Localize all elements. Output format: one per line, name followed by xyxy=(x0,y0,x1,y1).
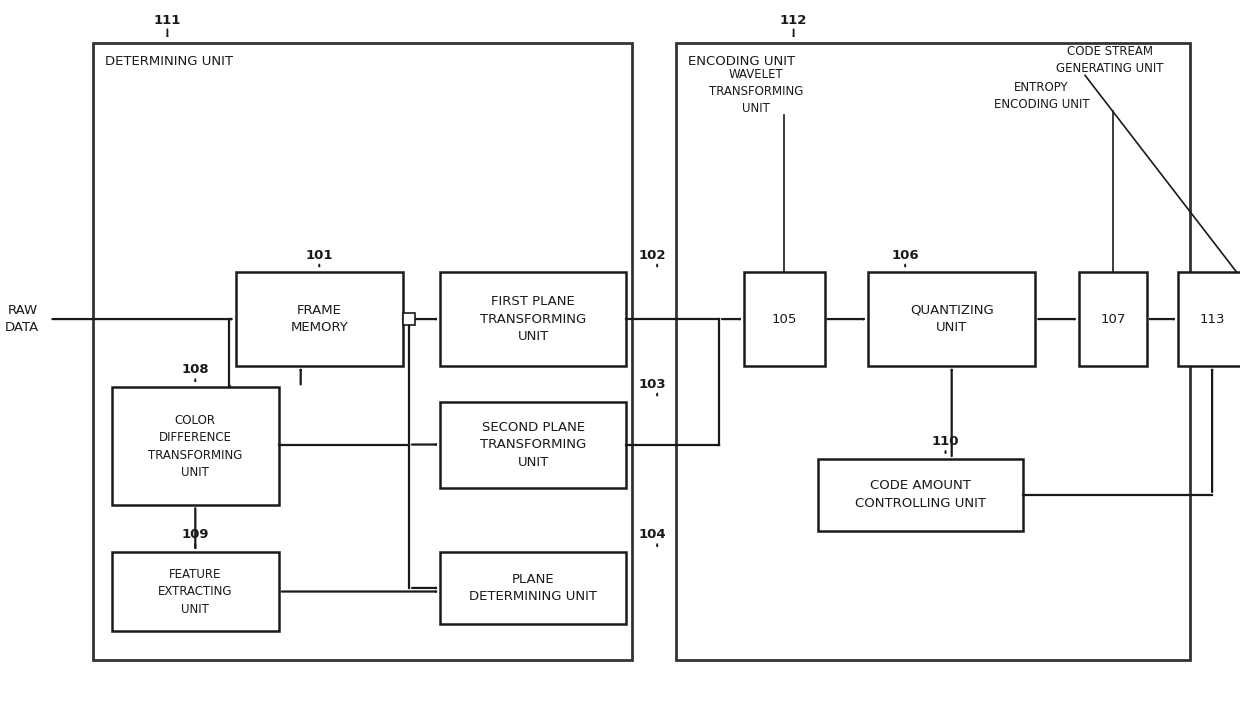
Text: 101: 101 xyxy=(305,249,334,262)
Text: 109: 109 xyxy=(181,528,210,541)
FancyBboxPatch shape xyxy=(1178,272,1240,366)
Text: QUANTIZING
UNIT: QUANTIZING UNIT xyxy=(910,304,993,334)
Text: FIRST PLANE
TRANSFORMING
UNIT: FIRST PLANE TRANSFORMING UNIT xyxy=(480,295,587,343)
FancyBboxPatch shape xyxy=(1079,272,1147,366)
Text: 107: 107 xyxy=(1100,313,1126,326)
FancyBboxPatch shape xyxy=(868,272,1035,366)
Text: CODE AMOUNT
CONTROLLING UNIT: CODE AMOUNT CONTROLLING UNIT xyxy=(856,480,986,510)
Text: SECOND PLANE
TRANSFORMING
UNIT: SECOND PLANE TRANSFORMING UNIT xyxy=(480,421,587,468)
FancyBboxPatch shape xyxy=(93,43,632,660)
Text: 108: 108 xyxy=(181,364,210,376)
Text: 105: 105 xyxy=(771,313,797,326)
Text: RAW
DATA: RAW DATA xyxy=(5,304,40,334)
Text: 112: 112 xyxy=(780,14,807,27)
Text: 113: 113 xyxy=(1199,313,1225,326)
Text: COLOR
DIFFERENCE
TRANSFORMING
UNIT: COLOR DIFFERENCE TRANSFORMING UNIT xyxy=(148,414,243,479)
FancyBboxPatch shape xyxy=(440,272,626,366)
FancyBboxPatch shape xyxy=(676,43,1190,660)
FancyBboxPatch shape xyxy=(440,402,626,488)
Text: PLANE
DETERMINING UNIT: PLANE DETERMINING UNIT xyxy=(469,573,598,603)
FancyBboxPatch shape xyxy=(112,387,279,505)
Text: 103: 103 xyxy=(639,378,666,391)
FancyBboxPatch shape xyxy=(744,272,825,366)
Text: WAVELET
TRANSFORMING
UNIT: WAVELET TRANSFORMING UNIT xyxy=(709,67,804,115)
Text: 106: 106 xyxy=(892,249,919,262)
Text: 104: 104 xyxy=(639,528,666,541)
FancyBboxPatch shape xyxy=(403,313,415,325)
FancyBboxPatch shape xyxy=(236,272,403,366)
Text: ENTROPY
ENCODING UNIT: ENTROPY ENCODING UNIT xyxy=(993,81,1090,111)
Text: DETERMINING UNIT: DETERMINING UNIT xyxy=(105,55,233,68)
Text: 110: 110 xyxy=(931,435,960,448)
Text: FRAME
MEMORY: FRAME MEMORY xyxy=(290,304,348,334)
Text: CODE STREAM
GENERATING UNIT: CODE STREAM GENERATING UNIT xyxy=(1056,45,1163,75)
Text: ENCODING UNIT: ENCODING UNIT xyxy=(688,55,795,68)
FancyBboxPatch shape xyxy=(112,552,279,631)
Text: FEATURE
EXTRACTING
UNIT: FEATURE EXTRACTING UNIT xyxy=(157,568,233,615)
Text: 111: 111 xyxy=(154,14,181,27)
Text: 102: 102 xyxy=(639,249,666,262)
FancyBboxPatch shape xyxy=(440,552,626,624)
FancyBboxPatch shape xyxy=(818,459,1023,531)
